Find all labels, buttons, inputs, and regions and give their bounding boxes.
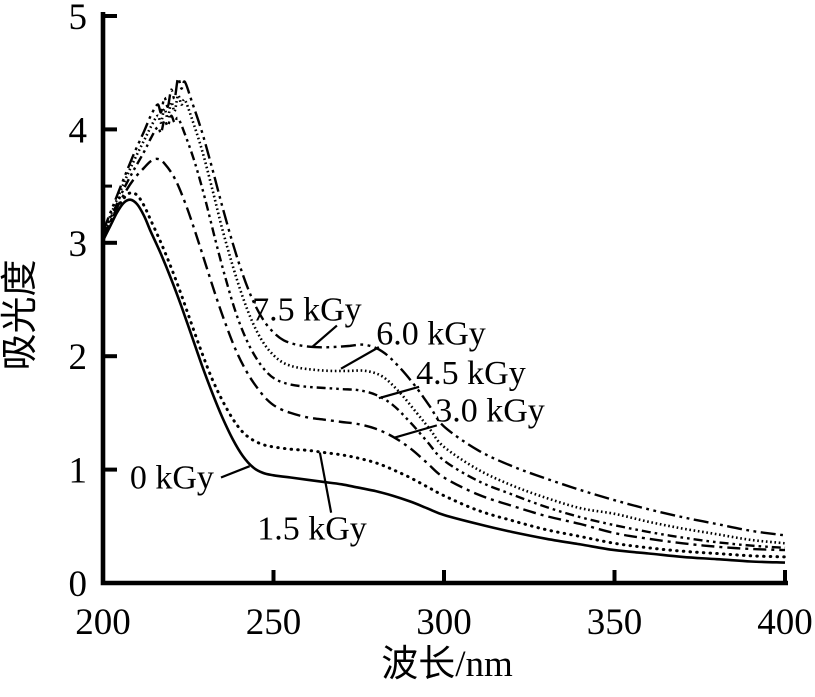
axes (100, 12, 788, 586)
y-tick-label-4: 4 (69, 110, 88, 151)
y-axis-title: 吸光度 (0, 260, 41, 371)
y-tick-label-2: 2 (69, 337, 88, 378)
curve-0-kGy (101, 198, 786, 564)
x-tick-label-200: 200 (75, 602, 131, 643)
leader-0-kGy (220, 465, 251, 479)
curve-1-5-kGy (101, 191, 787, 559)
series-label-4-5-kGy: 4.5 kGy (416, 355, 526, 392)
leader-1-5-kGy (318, 452, 333, 513)
y-tick-label-0: 0 (69, 564, 88, 605)
curve-7-5-kGy (101, 77, 786, 537)
y-tick-label-3: 3 (69, 224, 88, 265)
series-label-7-5-kGy: 7.5 kGy (252, 292, 362, 329)
y-tick-label-5: 5 (69, 0, 88, 38)
y-tick-label-1: 1 (69, 451, 88, 492)
leader-7-5-kGy (311, 324, 338, 348)
leader-4-5-kGy (378, 385, 420, 400)
curve-4-5-kGy (101, 114, 786, 549)
curve-3-0-kGy (101, 157, 786, 552)
x-tick-label-400: 400 (757, 602, 813, 643)
series-label-3-0-kGy: 3.0 kGy (435, 393, 545, 430)
curve-6-0-kGy (101, 94, 786, 545)
leader-3-0-kGy (393, 424, 438, 439)
leader-6-0-kGy (340, 346, 380, 370)
x-tick-label-300: 300 (416, 602, 472, 643)
series-label-6-0-kGy: 6.0 kGy (376, 316, 486, 353)
series-label-0-kGy: 0 kGy (130, 460, 214, 497)
x-tick-label-250: 250 (246, 602, 302, 643)
series-label-1-5-kGy: 1.5 kGy (257, 511, 367, 548)
x-tick-label-350: 350 (587, 602, 643, 643)
x-axis-title: 波长/nm (381, 643, 513, 685)
